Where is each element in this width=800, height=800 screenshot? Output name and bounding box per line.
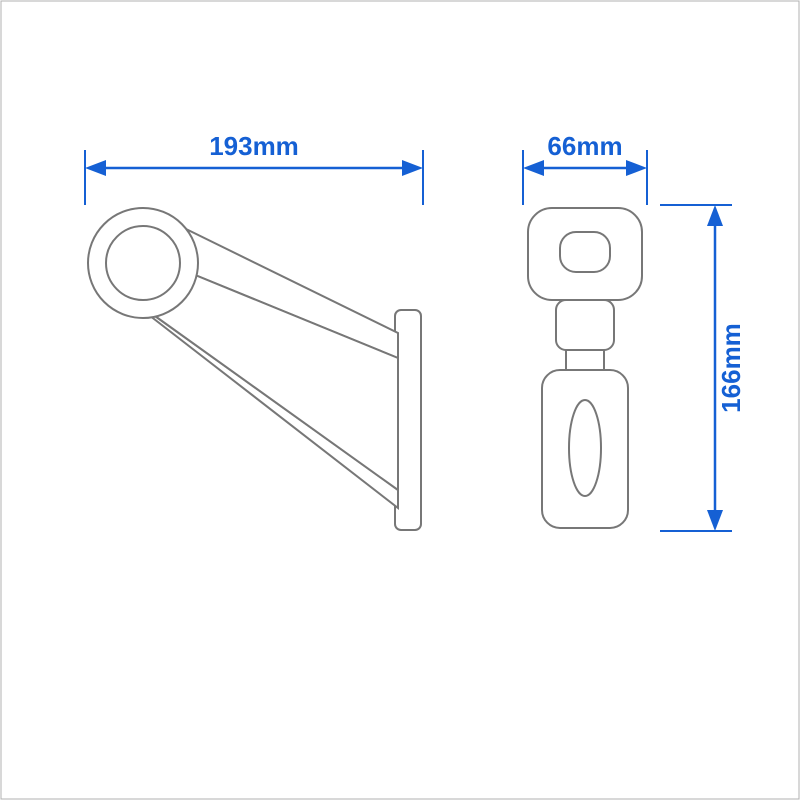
side-view <box>88 208 421 530</box>
dim-height-right: 166mm <box>660 205 746 531</box>
front-lens-body <box>528 208 642 300</box>
dim-width-right: 66mm <box>523 131 647 205</box>
dim-height-right-label: 166mm <box>716 323 746 413</box>
dim-width-left-label: 193mm <box>209 131 299 161</box>
dim-width-right-label: 66mm <box>547 131 622 161</box>
front-view <box>528 208 642 528</box>
front-base-plate <box>542 370 628 528</box>
side-lens-outer <box>88 208 198 318</box>
dim-width-left: 193mm <box>85 131 423 205</box>
front-neck <box>556 300 614 350</box>
technical-drawing: 193mm 66mm 166mm <box>0 0 800 800</box>
